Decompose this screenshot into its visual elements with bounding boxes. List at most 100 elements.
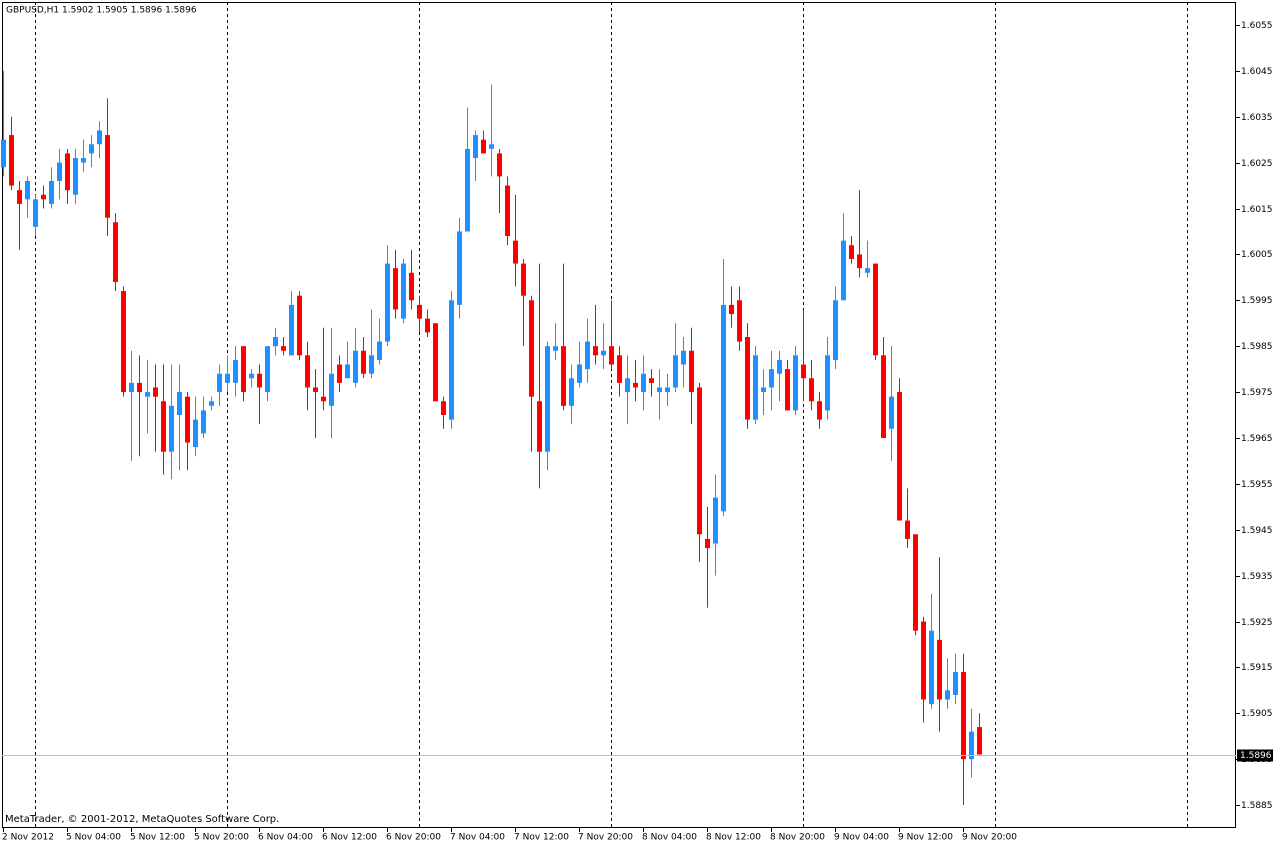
candle-body <box>913 534 918 631</box>
candle-body <box>57 162 62 181</box>
candle-body <box>801 364 806 379</box>
candle-body <box>489 144 494 149</box>
candle-body <box>1 139 6 168</box>
candle-body <box>857 254 862 269</box>
candle-body <box>449 300 454 420</box>
candle-body <box>233 359 238 383</box>
candle-body <box>705 538 710 549</box>
candle-body <box>809 378 814 402</box>
candle-body <box>545 346 550 452</box>
candle-body <box>25 180 30 200</box>
y-tick-label: 1.5965 <box>1241 434 1273 444</box>
candle-body <box>641 373 646 393</box>
candle-body <box>657 387 662 393</box>
candle-body <box>249 373 254 379</box>
candle-body <box>585 341 590 370</box>
candle-body <box>921 621 926 700</box>
candle-body <box>161 401 166 452</box>
candle-body <box>225 373 230 383</box>
x-tick-label: 9 Nov 04:00 <box>834 833 889 843</box>
candle-body <box>945 690 950 700</box>
candle-body <box>177 392 182 415</box>
candle-body <box>313 387 318 393</box>
y-tick-label: 1.5915 <box>1241 663 1273 673</box>
candle-body <box>185 396 190 443</box>
y-tick-label: 1.5955 <box>1241 480 1273 490</box>
candle-body <box>201 410 206 434</box>
x-tick-label: 9 Nov 20:00 <box>962 833 1017 843</box>
candle-body <box>737 300 742 342</box>
candle-body <box>169 405 174 452</box>
candle-body <box>241 346 246 393</box>
candle-body <box>281 346 286 351</box>
y-tick-label: 1.5995 <box>1241 296 1273 306</box>
candle-body <box>817 401 822 420</box>
candle-body <box>785 369 790 411</box>
y-tick-label: 1.5905 <box>1241 709 1273 719</box>
candle-body <box>561 346 566 406</box>
candle-body <box>17 190 22 204</box>
y-tick-label: 1.5935 <box>1241 572 1273 582</box>
candle-body <box>81 158 86 163</box>
candle-body <box>49 180 54 204</box>
candle-body <box>937 639 942 700</box>
candle-body <box>649 378 654 383</box>
y-tick-label: 1.5945 <box>1241 526 1273 536</box>
candle-body <box>409 272 414 301</box>
candle-body <box>321 396 326 402</box>
candle-body <box>633 382 638 388</box>
candle-body <box>153 387 158 397</box>
candle-body <box>481 139 486 154</box>
candle-body <box>473 135 478 159</box>
candle-body <box>953 671 958 695</box>
candle-body <box>897 392 902 521</box>
current-price-box <box>1237 749 1273 762</box>
candle-body <box>961 671 966 760</box>
candle-body <box>841 240 846 301</box>
x-tick-label: 5 Nov 20:00 <box>194 833 249 843</box>
y-tick-label: 1.5925 <box>1241 618 1273 628</box>
candle-body <box>577 364 582 383</box>
candle-body <box>217 373 222 393</box>
candle-body <box>9 135 14 186</box>
candle-body <box>593 346 598 356</box>
candle-body <box>33 199 38 227</box>
candle-body <box>873 263 878 356</box>
x-tick-label: 9 Nov 12:00 <box>898 833 953 843</box>
candle-body <box>73 158 78 195</box>
candle-body <box>97 130 102 145</box>
candle-body <box>609 346 614 365</box>
candle-body <box>833 300 838 360</box>
candle-body <box>377 341 382 360</box>
candle-body <box>929 630 934 705</box>
candle-body <box>273 336 278 347</box>
x-tick-label: 2 Nov 2012 <box>2 833 54 843</box>
chart-title: GBPUSD,H1 1.5902 1.5905 1.5896 1.5896 <box>6 6 197 16</box>
candle-body <box>601 350 606 356</box>
candle-body <box>417 304 422 319</box>
candle-body <box>777 359 782 374</box>
candle-body <box>537 401 542 452</box>
candle-body <box>497 153 502 177</box>
copyright: MetaTrader, © 2001-2012, MetaQuotes Soft… <box>5 814 279 825</box>
candle-body <box>393 268 398 310</box>
candle-body <box>305 355 310 388</box>
candle-body <box>353 350 358 383</box>
x-tick-label: 7 Nov 12:00 <box>514 833 569 843</box>
candle-body <box>889 396 894 429</box>
x-tick-label: 8 Nov 04:00 <box>642 833 697 843</box>
y-tick-label: 1.5985 <box>1241 342 1273 352</box>
candle-body <box>289 304 294 356</box>
y-tick-label: 1.6005 <box>1241 250 1273 260</box>
candle-body <box>625 378 630 393</box>
candle-body <box>297 295 302 356</box>
x-tick-label: 7 Nov 04:00 <box>450 833 505 843</box>
x-tick-label: 8 Nov 20:00 <box>770 833 825 843</box>
candle-body <box>369 355 374 374</box>
candle-body <box>729 304 734 315</box>
x-tick-label: 6 Nov 20:00 <box>386 833 441 843</box>
candle-body <box>105 135 110 218</box>
candle-body <box>673 355 678 388</box>
